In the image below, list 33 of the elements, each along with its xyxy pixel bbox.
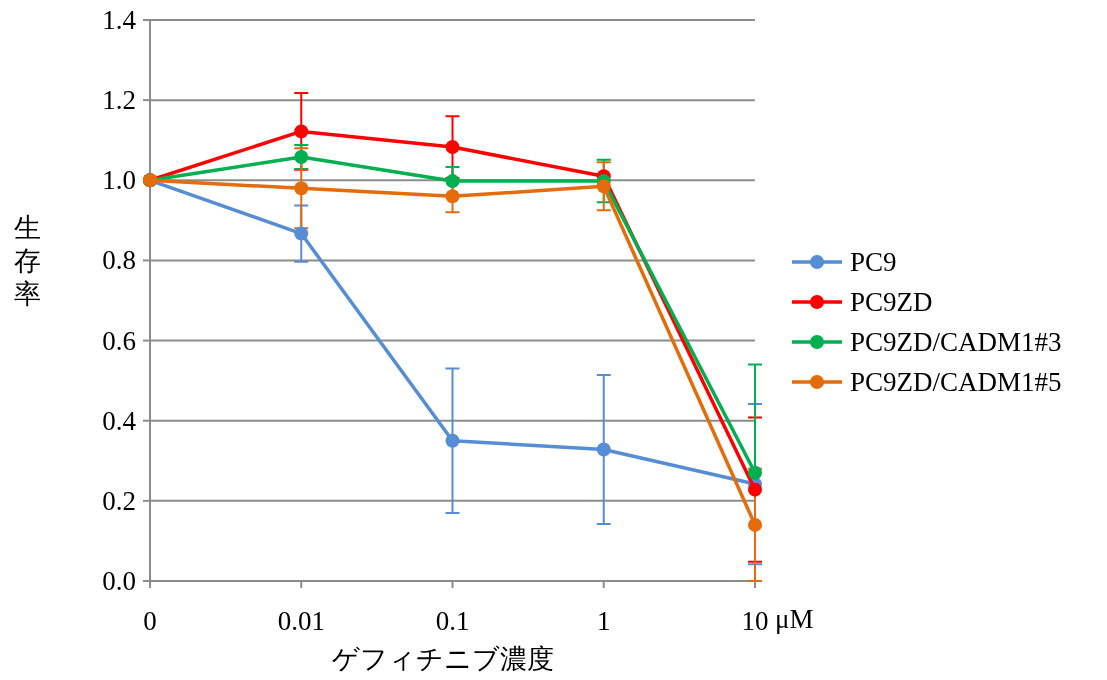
point (294, 150, 309, 165)
x-tick-label: 0.1 (435, 606, 470, 636)
point (294, 226, 309, 241)
point (596, 179, 611, 194)
point (445, 174, 460, 189)
point (445, 140, 460, 155)
ylabel: 生存率 (13, 213, 41, 309)
y-tick-label: 0.0 (102, 566, 136, 596)
legend-label: PC9ZD/CADM1#3 (850, 327, 1062, 357)
point (748, 465, 762, 480)
y-tick-label: 0.2 (102, 485, 136, 516)
point (596, 442, 611, 457)
point (445, 189, 460, 204)
point (445, 433, 460, 448)
x-tick-label: 10 (741, 606, 769, 636)
text: μM (775, 604, 814, 634)
legend-label: PC9ZD (850, 287, 933, 317)
legend-label: PC9ZD/CADM1#5 (850, 367, 1062, 397)
point (748, 517, 762, 532)
y-tick-label: 1.2 (102, 85, 136, 116)
x-tick-label: 0.01 (277, 606, 325, 636)
point (294, 124, 309, 139)
y-tick-label: 1.4 (102, 5, 137, 35)
y-tick-label: 0.4 (102, 405, 137, 436)
x-axis-title: ゲフィチニブ濃度 (331, 644, 554, 674)
point (294, 181, 309, 196)
x-tick-label: 0 (143, 606, 157, 636)
x-tick-label: 1 (597, 606, 611, 636)
legend-label: PC9 (850, 247, 897, 277)
point (748, 482, 762, 497)
y-tick-label: 0.8 (102, 245, 136, 276)
y-tick-label: 1.0 (102, 165, 136, 196)
y-tick-label: 0.6 (102, 325, 136, 356)
